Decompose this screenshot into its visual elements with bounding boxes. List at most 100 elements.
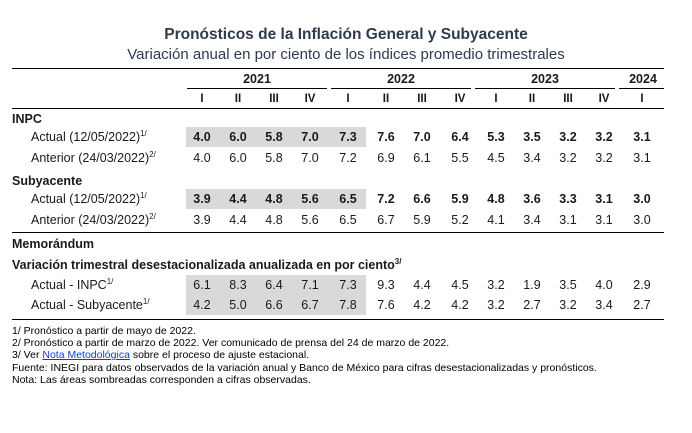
table-cell: 4.0 — [595, 278, 613, 292]
table-cell: 3.2 — [487, 278, 505, 292]
table-cell: 5.8 — [265, 151, 283, 165]
footnote-3: 3/ Ver Nota Metodológica sobre el proces… — [12, 349, 310, 362]
table-cell: 3.2 — [559, 298, 577, 312]
nota-metodologica-link[interactable]: Nota Metodológica — [42, 349, 130, 362]
table-cell: 6.9 — [377, 151, 395, 165]
table-cell: 7.6 — [377, 298, 395, 312]
table-cell: 2.9 — [633, 278, 651, 292]
table-cell: 2.7 — [523, 298, 541, 312]
quarter-header: III — [563, 93, 573, 105]
quarter-header: IV — [598, 93, 610, 105]
footnote-2: 2/ Pronóstico a partir de marzo de 2022.… — [12, 337, 450, 350]
table-cell: 4.4 — [229, 192, 247, 206]
table-cell: 6.0 — [229, 151, 247, 165]
year-2021-underline — [187, 88, 327, 89]
quarter-header: II — [382, 93, 390, 105]
table-cell: 3.5 — [559, 278, 577, 292]
table-cell: 5.8 — [265, 130, 283, 144]
memo-subtitle: Variación trimestral desestacionalizada … — [12, 256, 402, 272]
table-cell: 3.4 — [523, 213, 541, 227]
table-cell: 6.4 — [265, 278, 283, 292]
quarter-header: II — [528, 93, 536, 105]
row-label: Actual - Subyacente1/ — [31, 296, 150, 312]
footnotes: 1/ Pronóstico a partir de mayo de 2022. … — [12, 325, 597, 386]
header-bottom-rule — [12, 108, 664, 109]
section-subyacente: Subyacente — [12, 174, 83, 188]
row-label: Actual (12/05/2022)1/ — [31, 190, 147, 206]
table-cell: 7.3 — [339, 130, 357, 144]
quarter-header: III — [269, 93, 279, 105]
quarter-header: IV — [304, 93, 316, 105]
table-cell: 7.0 — [301, 130, 319, 144]
row-label: Anterior (24/03/2022)2/ — [31, 149, 156, 165]
row-label: Anterior (24/03/2022)2/ — [31, 211, 156, 227]
table-subtitle: Variación anual en por ciento de los índ… — [127, 46, 565, 63]
table-cell: 7.0 — [413, 130, 431, 144]
section-inpc: INPC — [12, 112, 42, 126]
quarter-header: I — [346, 93, 350, 105]
footnote-note: Nota: Las áreas sombreadas corresponden … — [12, 373, 311, 386]
table-cell: 4.2 — [451, 298, 469, 312]
top-rule — [12, 68, 664, 69]
table-cell: 3.1 — [595, 192, 613, 206]
table-cell: 5.0 — [229, 298, 247, 312]
table-cell: 3.1 — [633, 151, 651, 165]
observed-shade-memo — [186, 275, 366, 315]
table-cell: 6.1 — [193, 278, 211, 292]
table-cell: 3.3 — [559, 192, 577, 206]
table-cell: 1.9 — [523, 278, 541, 292]
table-cell: 3.9 — [193, 192, 211, 206]
quarter-header: III — [417, 93, 427, 105]
year-2022: 2022 — [387, 72, 415, 86]
table-cell: 3.6 — [523, 192, 541, 206]
table-cell: 3.2 — [487, 298, 505, 312]
table-cell: 5.6 — [301, 192, 319, 206]
table-bottom-rule — [12, 319, 664, 320]
table-cell: 3.0 — [633, 213, 651, 227]
table-cell: 3.2 — [595, 130, 613, 144]
table-cell: 3.1 — [559, 213, 577, 227]
table-cell: 6.1 — [413, 151, 431, 165]
table-cell: 8.3 — [229, 278, 247, 292]
table-cell: 4.0 — [193, 151, 211, 165]
year-2022-underline — [331, 88, 471, 89]
table-cell: 5.6 — [301, 213, 319, 227]
table-title: Pronósticos de la Inflación General y Su… — [164, 26, 528, 43]
table-cell: 3.2 — [595, 151, 613, 165]
year-2023: 2023 — [531, 72, 559, 86]
year-2023-underline — [475, 88, 615, 89]
table-cell: 3.1 — [633, 130, 651, 144]
table-cell: 5.9 — [451, 192, 469, 206]
table-cell: 3.4 — [595, 298, 613, 312]
quarter-header: I — [200, 93, 204, 105]
observed-shade-subyacente — [186, 189, 366, 209]
table-cell: 4.4 — [413, 278, 431, 292]
table-cell: 3.4 — [523, 151, 541, 165]
table-cell: 4.8 — [487, 192, 505, 206]
table-cell: 4.5 — [451, 278, 469, 292]
year-2021: 2021 — [243, 72, 271, 86]
table-cell: 4.1 — [487, 213, 505, 227]
table-cell: 6.7 — [377, 213, 395, 227]
footnote-1: 1/ Pronóstico a partir de mayo de 2022. — [12, 325, 196, 337]
table-cell: 3.5 — [523, 130, 541, 144]
footnote-source: Fuente: INEGI para datos observados de l… — [12, 361, 597, 374]
table-cell: 7.2 — [339, 151, 357, 165]
table-cell: 6.0 — [229, 130, 247, 144]
observed-shade-inpc — [186, 127, 366, 147]
table-cell: 7.6 — [377, 130, 395, 144]
table-cell: 6.5 — [339, 213, 357, 227]
table-cell: 7.2 — [377, 192, 395, 206]
memo-top-rule — [12, 232, 664, 233]
quarter-header: II — [234, 93, 242, 105]
quarter-header: I — [640, 93, 644, 105]
table-cell: 4.8 — [265, 213, 283, 227]
quarter-header: IV — [454, 93, 466, 105]
table-cell: 9.3 — [377, 278, 395, 292]
table-cell: 4.0 — [193, 130, 211, 144]
table-cell: 5.5 — [451, 151, 469, 165]
table-cell: 3.2 — [559, 151, 577, 165]
table-cell: 7.8 — [339, 298, 357, 312]
row-label: Actual - INPC1/ — [31, 276, 114, 292]
section-memorandum: Memorándum — [12, 237, 94, 251]
